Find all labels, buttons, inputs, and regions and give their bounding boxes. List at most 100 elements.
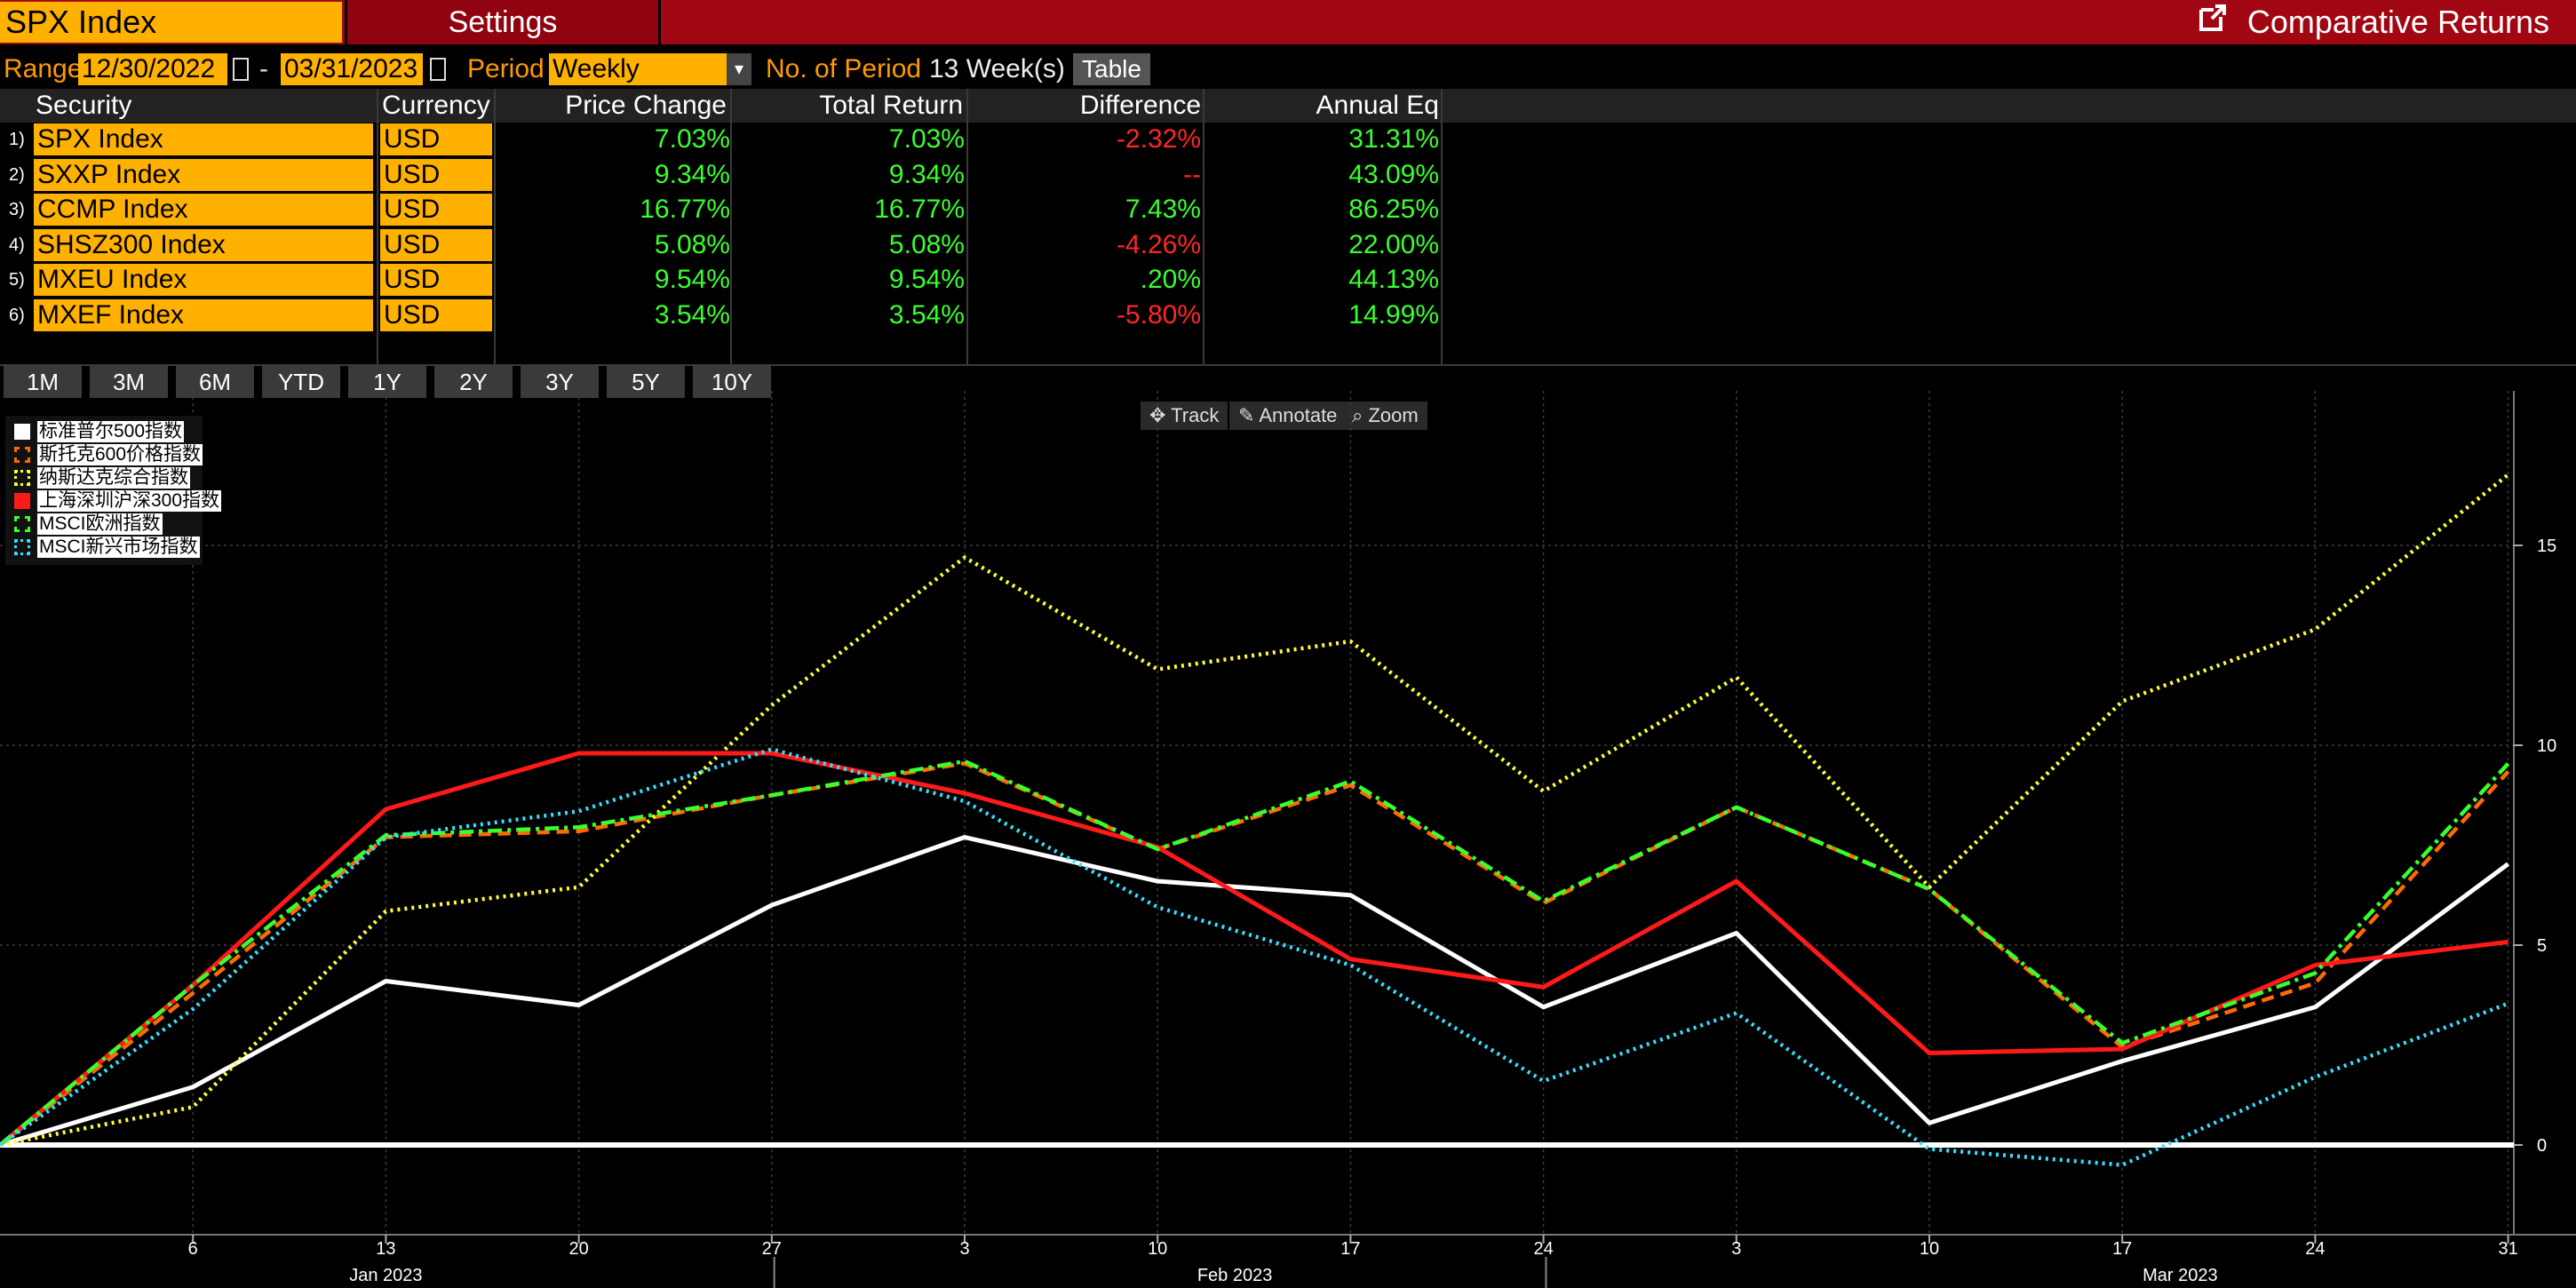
currency-cell[interactable]: USD — [380, 229, 492, 261]
security-cell[interactable]: SHSZ300 Index — [34, 229, 373, 261]
start-calendar-icon[interactable] — [233, 58, 249, 81]
legend-item[interactable]: MSCI新兴市场指数 — [14, 537, 200, 558]
row-number: 2) — [9, 165, 25, 185]
period-label: Period — [467, 54, 545, 83]
zoom-label: Zoom — [1368, 404, 1419, 426]
col-difference[interactable]: Difference — [1079, 91, 1201, 120]
col-price-change[interactable]: Price Change — [565, 91, 727, 120]
external-link-icon[interactable] — [2198, 0, 2228, 44]
x-tick-label: 24 — [2305, 1239, 2325, 1259]
security-cell[interactable]: CCMP Index — [34, 194, 373, 226]
column-divider — [1203, 89, 1205, 364]
y-tick-label: 15 — [2537, 537, 2556, 556]
series-line — [0, 751, 2508, 1147]
legend-item[interactable]: 斯托克600价格指数 — [14, 444, 203, 465]
x-tick-label: 17 — [1340, 1239, 1360, 1259]
series-line — [0, 473, 2510, 1148]
legend-swatch — [14, 424, 30, 440]
annual-eq-cell: 31.31% — [1348, 124, 1439, 154]
legend-item[interactable]: 纳斯达克综合指数 — [14, 467, 190, 489]
zoom-tool[interactable]: ⌕ Zoom — [1343, 402, 1427, 430]
security-cell[interactable]: SXXP Index — [34, 159, 373, 191]
legend-item[interactable]: MSCI欧洲指数 — [14, 513, 163, 535]
difference-cell: -5.80% — [1116, 300, 1201, 330]
magnifier-icon: ⌕ — [1352, 404, 1364, 426]
period-button-3m[interactable]: 3M — [90, 366, 168, 398]
x-tick-label: 24 — [1533, 1239, 1553, 1259]
currency-cell[interactable]: USD — [380, 123, 492, 155]
currency-cell[interactable]: USD — [380, 159, 492, 191]
returns-chart[interactable]: 0 5 10 15 6 13 20 27 3 10 17 24 3 10 17 24 31 Jan 2023 Feb… — [0, 391, 2576, 1288]
legend-swatch — [14, 470, 30, 486]
legend-label: 上海深圳沪深300指数 — [37, 490, 222, 512]
num-period-label: No. of Period — [766, 54, 922, 83]
difference-cell: .20% — [1140, 265, 1201, 294]
col-security[interactable]: Security — [36, 91, 132, 120]
period-button-3y[interactable]: 3Y — [521, 366, 599, 398]
x-tick-label: 13 — [376, 1239, 395, 1259]
annual-eq-cell: 43.09% — [1348, 160, 1439, 189]
currency-cell[interactable]: USD — [380, 194, 492, 226]
track-label: Track — [1171, 404, 1220, 426]
row-number: 1) — [9, 130, 25, 149]
x-month-label: Jan 2023 — [349, 1266, 422, 1285]
period-button-10y[interactable]: 10Y — [693, 366, 771, 398]
security-cell[interactable]: MXEF Index — [34, 299, 373, 331]
annual-eq-cell: 22.00% — [1348, 230, 1439, 259]
annual-eq-cell: 86.25% — [1348, 195, 1439, 224]
price-change-cell: 7.03% — [654, 124, 730, 154]
annotate-tool[interactable]: ✎ Annotate — [1229, 402, 1347, 430]
difference-cell: -- — [1183, 160, 1201, 189]
currency-cell[interactable]: USD — [380, 299, 492, 331]
legend-item[interactable]: 上海深圳沪深300指数 — [14, 490, 222, 512]
table-bottom-divider — [0, 364, 2576, 366]
period-button-1y[interactable]: 1Y — [348, 366, 426, 398]
table-button[interactable]: Table — [1073, 53, 1150, 85]
start-date-field[interactable]: 12/30/2022 — [78, 53, 227, 85]
legend-swatch — [14, 539, 30, 555]
period-select[interactable]: Weekly — [549, 53, 727, 85]
legend-swatch — [14, 516, 30, 532]
series-line — [0, 747, 2509, 1167]
period-button-2y[interactable]: 2Y — [434, 366, 513, 398]
period-button-1m[interactable]: 1M — [4, 366, 82, 398]
track-tool[interactable]: ✥ Track — [1141, 402, 1228, 430]
end-calendar-icon[interactable] — [430, 58, 446, 81]
page-title: Comparative Returns — [2246, 4, 2549, 40]
period-button-6m[interactable]: 6M — [176, 366, 254, 398]
period-button-ytd[interactable]: YTD — [262, 366, 340, 398]
col-total-return[interactable]: Total Return — [819, 91, 963, 120]
crosshair-icon: ✥ — [1149, 404, 1166, 426]
legend-label: MSCI新兴市场指数 — [37, 537, 200, 558]
col-annual-eq[interactable]: Annual Eq — [1316, 91, 1439, 120]
currency-cell[interactable]: USD — [380, 264, 492, 296]
total-return-cell: 7.03% — [888, 124, 965, 154]
column-divider — [494, 89, 496, 364]
end-date-field[interactable]: 03/31/2023 — [281, 53, 423, 85]
legend-item[interactable]: 标准普尔500指数 — [14, 421, 185, 442]
legend-label: 斯托克600价格指数 — [37, 444, 203, 465]
total-return-cell: 5.08% — [888, 230, 965, 259]
x-month-label: Mar 2023 — [2143, 1266, 2218, 1285]
period-button-5y[interactable]: 5Y — [607, 366, 685, 398]
x-tick-label: 31 — [2498, 1239, 2517, 1259]
x-tick-label: 10 — [1148, 1239, 1167, 1259]
total-return-cell: 9.54% — [888, 265, 965, 294]
chevron-down-icon[interactable]: ▾ — [727, 53, 751, 85]
x-month-label: Feb 2023 — [1197, 1266, 1273, 1285]
total-return-cell: 16.77% — [874, 195, 965, 224]
col-currency[interactable]: Currency — [382, 91, 490, 120]
page-title-area: Comparative Returns — [2198, 0, 2549, 44]
settings-tab[interactable]: Settings — [345, 0, 661, 44]
security-cell[interactable]: SPX Index — [34, 123, 373, 155]
annotate-label: Annotate — [1259, 404, 1338, 426]
range-label: Range — [4, 54, 83, 83]
ticker-input[interactable]: SPX Index — [0, 2, 342, 43]
y-tick-label: 10 — [2537, 736, 2556, 756]
table-header — [0, 89, 2576, 123]
security-cell[interactable]: MXEU Index — [34, 264, 373, 296]
num-period-value[interactable]: 13 Week(s) — [929, 54, 1065, 83]
x-tick-label: 17 — [2112, 1239, 2132, 1259]
legend-swatch — [14, 447, 30, 463]
total-return-cell: 3.54% — [888, 300, 965, 330]
